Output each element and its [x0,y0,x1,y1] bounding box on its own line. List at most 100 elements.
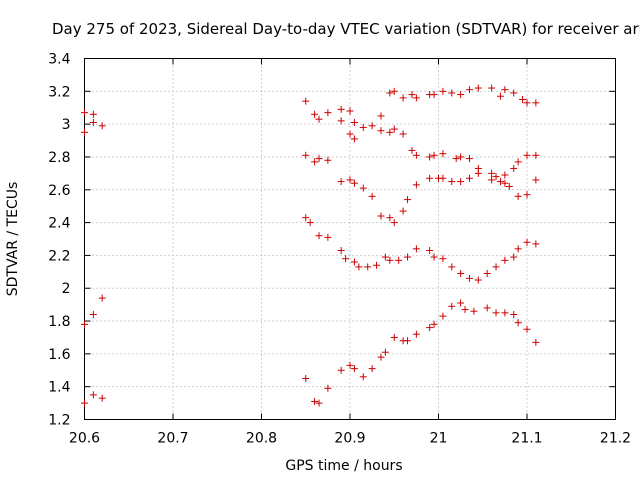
data-point [488,84,496,92]
data-point [514,319,522,327]
data-point [315,399,323,407]
data-point [337,117,345,125]
data-point [519,96,527,104]
data-point [483,304,491,312]
y-axis-label: SDTVAR / TECUs [5,182,21,297]
data-point [350,258,358,266]
data-point [523,151,531,159]
data-point [306,219,314,227]
data-point [426,174,434,182]
data-point [311,397,319,405]
data-point [359,373,367,381]
data-point [514,245,522,253]
data-point [426,324,434,332]
y-tick-label: 1.2 [48,413,70,429]
data-point [81,320,88,328]
y-tick-label: 2.4 [48,216,70,232]
data-point [390,333,398,341]
data-point [373,261,381,269]
data-point [457,178,465,186]
data-point [474,169,482,177]
data-point [452,155,460,163]
data-point [488,169,496,177]
data-point [501,309,509,317]
data-point [399,94,407,102]
data-point [98,394,106,402]
data-point [501,171,509,179]
data-point [377,212,385,220]
data-point [448,89,456,97]
data-point [390,125,398,133]
axis-ticks: 20.6 20.7 20.8 20.9 21 21.1 21.2 1.2 1.4 1.6 1.8 2 2… [48,52,631,447]
data-point [532,176,540,184]
y-tick-label: 1.4 [48,380,70,396]
data-point [457,299,465,307]
data-point [359,123,367,131]
data-point [346,130,354,138]
data-point [501,86,509,94]
data-point [514,158,522,166]
data-point [350,365,358,373]
data-point [359,184,367,192]
data-point [430,320,438,328]
data-point [98,294,106,302]
data-point [426,246,434,254]
y-tick-label: 1.8 [48,314,70,330]
y-tick-label: 2.8 [48,150,70,166]
data-point [448,302,456,310]
data-point [439,174,447,182]
data-point [399,130,407,138]
data-point [412,181,420,189]
data-point [324,233,332,241]
data-point [523,325,531,333]
data-point [448,263,456,271]
x-tick-label: 20.7 [157,431,188,447]
data-point [412,94,420,102]
data-point [346,176,354,184]
data-point [412,245,420,253]
data-point [488,176,496,184]
data-point [505,182,513,190]
data-point [355,263,363,271]
data-point [386,256,394,264]
data-point [532,99,540,107]
data-point [510,310,518,318]
data-point [377,127,385,135]
x-tick-label: 21 [430,431,448,447]
data-point [302,151,310,159]
data-point [81,399,88,407]
data-point [337,178,345,186]
data-point [496,92,504,100]
data-point [501,179,509,187]
data-point [439,312,447,320]
data-point [448,178,456,186]
data-point [492,309,500,317]
data-point [377,112,385,120]
data-point [465,274,473,282]
x-tick-label: 21.1 [511,431,542,447]
data-point [395,256,403,264]
data-point [98,122,106,130]
data-point [532,338,540,346]
x-tick-label: 20.8 [246,431,277,447]
chart-title: Day 275 of 2023, Sidereal Day-to-day VTE… [52,20,640,38]
data-point [390,219,398,227]
y-tick-label: 3.4 [48,52,70,68]
data-point [390,87,398,95]
data-point [346,361,354,369]
data-point [492,173,500,181]
data-point [368,192,376,200]
data-point [368,122,376,130]
data-point [510,253,518,261]
data-point [474,84,482,92]
data-point [439,255,447,263]
data-point [514,192,522,200]
data-point [470,307,478,315]
data-point [439,150,447,158]
data-point [377,353,385,361]
data-point [457,269,465,277]
data-point [364,263,372,271]
data-point [302,214,310,222]
data-point [368,365,376,373]
